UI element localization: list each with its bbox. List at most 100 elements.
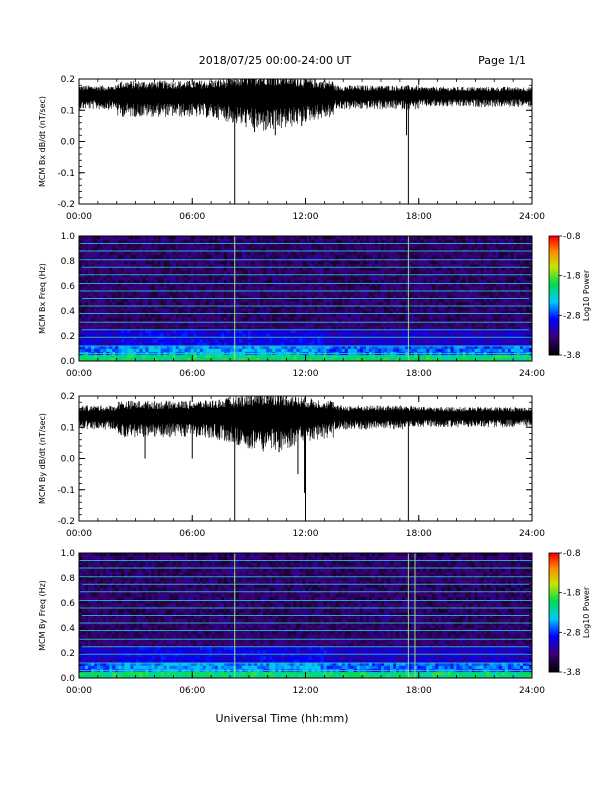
heatmap-cell [390, 280, 393, 283]
heatmap-cell [290, 292, 293, 295]
heatmap-cell [435, 339, 438, 342]
heatmap-cell [327, 314, 330, 317]
heatmap-cell [179, 245, 182, 248]
heatmap-cell [423, 239, 426, 242]
heatmap-cell [384, 252, 387, 255]
heatmap-cell [148, 302, 151, 305]
heatmap-cell [426, 261, 429, 264]
heatmap-cell [378, 355, 381, 358]
heatmap-cell [118, 342, 121, 345]
heatmap-cell [124, 308, 127, 311]
heatmap-cell [118, 333, 121, 336]
heatmap-cell [384, 308, 387, 311]
heatmap-cell [173, 286, 176, 289]
heatmap-cell [155, 255, 158, 258]
heatmap-cell [215, 252, 218, 255]
heatmap-cell [158, 286, 161, 289]
heatmap-cell [345, 314, 348, 317]
heatmap-cell [414, 280, 417, 283]
heatmap-cell [118, 239, 121, 242]
heatmap-cell [435, 349, 438, 352]
heatmap-cell [302, 280, 305, 283]
heatmap-cell [354, 314, 357, 317]
heatmap-cell [185, 245, 188, 248]
heatmap-cell [438, 308, 441, 311]
heatmap-cell [402, 308, 405, 311]
heatmap-cell [441, 261, 444, 264]
heatmap-cell [85, 261, 88, 264]
heatmap-cell [354, 277, 357, 280]
heatmap-cell [161, 280, 164, 283]
heatmap-cell [103, 252, 106, 255]
heatmap-cell [369, 270, 372, 273]
heatmap-cell [327, 302, 330, 305]
heatmap-cell [136, 308, 139, 311]
heatmap-cell [269, 324, 272, 327]
heatmap-cell [161, 261, 164, 264]
heatmap-cell [441, 236, 444, 239]
heatmap-cell [227, 239, 230, 242]
heatmap-cell [254, 324, 257, 327]
heatmap-cell [372, 252, 375, 255]
heatmap-cell [417, 324, 420, 327]
heatmap-cell [151, 314, 154, 317]
heatmap-cell [212, 324, 215, 327]
heatmap-cell [221, 314, 224, 317]
heatmap-cell [348, 252, 351, 255]
heatmap-cell [417, 314, 420, 317]
heatmap-cell [306, 280, 309, 283]
heatmap-cell [118, 292, 121, 295]
heatmap-cell [360, 286, 363, 289]
heatmap-cell [142, 317, 145, 320]
heatmap-cell [333, 314, 336, 317]
heatmap-cell [115, 270, 118, 273]
heatmap-cell [127, 349, 130, 352]
heatmap-cell [133, 308, 136, 311]
heatmap-cell [399, 280, 402, 283]
heatmap-cell [218, 355, 221, 358]
heatmap-cell [330, 270, 333, 273]
heatmap-cell [215, 314, 218, 317]
heatmap-cell [272, 333, 275, 336]
heatmap-cell [200, 314, 203, 317]
heatmap-cell [176, 286, 179, 289]
heatmap-cell [239, 314, 242, 317]
heatmap-cell [336, 308, 339, 311]
heatmap-cell [191, 286, 194, 289]
heatmap-cell [375, 252, 378, 255]
heatmap-cell [118, 270, 121, 273]
heatmap-cell [402, 236, 405, 239]
heatmap-cell [145, 245, 148, 248]
heatmap-cell [142, 308, 145, 311]
heatmap-cell [363, 245, 366, 248]
heatmap-cell [164, 317, 167, 320]
heatmap-cell [106, 261, 109, 264]
heatmap-cell [315, 236, 318, 239]
heatmap-cell [414, 252, 417, 255]
heatmap-cell [351, 324, 354, 327]
heatmap-cell [142, 324, 145, 327]
heatmap-cell [348, 308, 351, 311]
heatmap-cell [221, 236, 224, 239]
heatmap-cell [387, 324, 390, 327]
heatmap-cell [345, 239, 348, 242]
heatmap-cell [327, 317, 330, 320]
heatmap-cell [94, 239, 97, 242]
heatmap-cell [260, 355, 263, 358]
heatmap-cell [272, 342, 275, 345]
heatmap-cell [151, 255, 154, 258]
x-tick-label: 06:00 [179, 212, 205, 222]
heatmap-cell [167, 324, 170, 327]
heatmap-cell [230, 324, 233, 327]
heatmap-cell [85, 239, 88, 242]
heatmap-cell [278, 324, 281, 327]
heatmap-cell [230, 252, 233, 255]
heatmap-cell [426, 314, 429, 317]
heatmap-cell [360, 302, 363, 305]
heatmap-cell [387, 308, 390, 311]
heatmap-cell [203, 280, 206, 283]
heatmap-cell [215, 349, 218, 352]
heatmap-cell [112, 342, 115, 345]
heatmap-cell [324, 292, 327, 295]
heatmap-cell [426, 324, 429, 327]
